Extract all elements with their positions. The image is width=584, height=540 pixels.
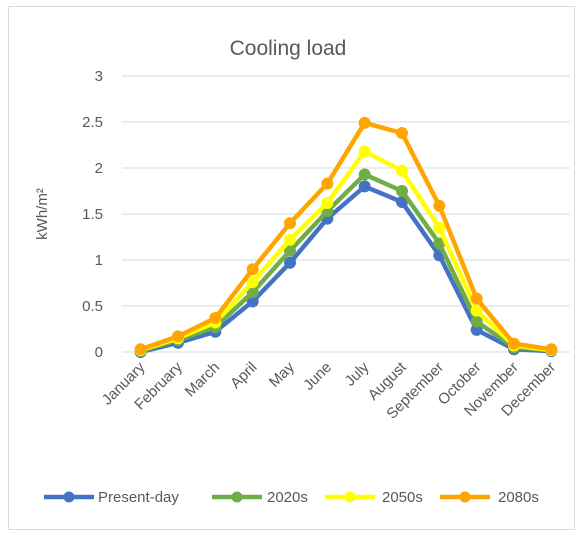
y-tick-label: 0.5	[82, 298, 103, 315]
data-point	[470, 292, 483, 305]
data-point	[545, 343, 558, 356]
series-line	[138, 120, 554, 352]
data-point	[284, 233, 296, 246]
legend-label: 2050s	[382, 489, 423, 506]
x-tick-label: March	[182, 359, 223, 400]
data-point	[321, 196, 334, 209]
data-point	[396, 164, 408, 177]
legend-item: 2020s	[212, 489, 308, 506]
x-tick-label: July	[342, 358, 373, 389]
y-tick-label: 1.5	[82, 206, 103, 223]
data-point	[172, 330, 184, 343]
data-point	[209, 311, 222, 324]
legend-item: 2050s	[325, 489, 423, 506]
data-point	[470, 304, 483, 317]
data-point	[433, 199, 446, 212]
series-2080s	[134, 116, 558, 356]
data-point	[358, 168, 371, 181]
data-point	[508, 337, 520, 350]
legend-label: Present-day	[98, 489, 179, 506]
data-point	[246, 263, 259, 276]
y-tick-label: 3	[95, 68, 103, 85]
legend-item: Present-day	[44, 489, 179, 506]
data-point	[433, 221, 446, 234]
legend-marker	[231, 491, 243, 503]
data-point	[284, 217, 296, 230]
data-point	[246, 276, 259, 289]
legend-marker	[63, 491, 75, 503]
data-point	[358, 180, 371, 193]
data-point	[396, 185, 408, 197]
series-line	[138, 184, 554, 355]
data-point	[284, 256, 296, 269]
y-axis-label: kWh/m²	[34, 188, 51, 240]
x-tick-label: June	[300, 359, 335, 394]
legend-marker	[459, 491, 471, 503]
y-tick-label: 1	[95, 252, 103, 269]
x-tick-label: May	[266, 358, 298, 390]
legend-label: 2080s	[498, 489, 539, 506]
data-point	[470, 315, 483, 328]
y-tick-label: 2	[95, 160, 103, 177]
legend-marker	[344, 491, 356, 503]
y-tick-label: 2.5	[82, 114, 103, 131]
data-point	[321, 177, 334, 190]
legend-label: 2020s	[267, 489, 308, 506]
x-tick-label: April	[227, 359, 260, 392]
series-line	[138, 172, 554, 354]
legend-item: 2080s	[440, 489, 539, 506]
data-point	[358, 116, 371, 129]
chart-title: Cooling load	[230, 37, 347, 60]
data-point	[134, 343, 147, 356]
data-point	[396, 127, 408, 140]
series-line	[138, 149, 554, 353]
y-tick-label: 0	[95, 344, 103, 361]
data-point	[358, 145, 371, 158]
